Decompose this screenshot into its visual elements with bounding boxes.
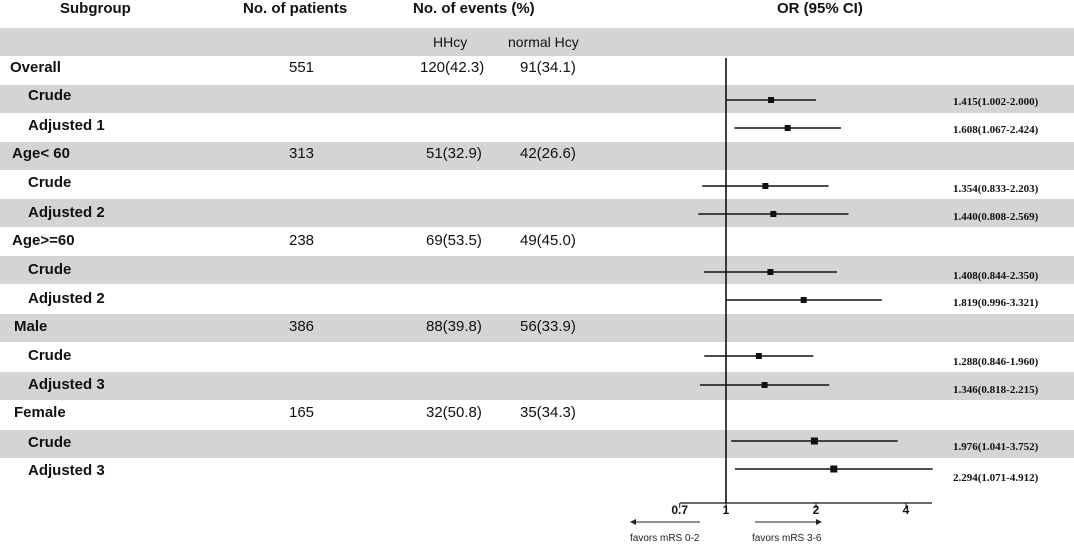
row-label-crude: Crude — [28, 174, 72, 191]
ci-text-overall-adjusted: 1.608(1.067-2.424) — [953, 124, 1039, 136]
shade-band — [0, 199, 1074, 227]
row-label-crude: Crude — [28, 87, 72, 104]
hhcy-overall: 120(42.3) — [420, 59, 485, 76]
ci-text-female-crude: 1.976(1.041-3.752) — [953, 441, 1039, 453]
x-tick-label: 1 — [723, 503, 730, 517]
x-tick-label: 0.7 — [671, 503, 688, 517]
shade-band — [0, 142, 1074, 170]
point-estimate — [755, 353, 762, 359]
row-label-overall: Overall — [10, 59, 61, 76]
row-label-adjusted: Adjusted 3 — [28, 462, 105, 479]
row-label-crude: Crude — [28, 434, 72, 451]
favors-left-arrowhead — [630, 519, 636, 525]
row-label-adjusted: Adjusted 3 — [28, 376, 105, 393]
row-label-age-under-60: Age< 60 — [12, 145, 70, 162]
shade-band — [0, 314, 1074, 342]
patients-male: 386 — [289, 318, 315, 335]
ci-text-age-60-plus-crude: 1.408(0.844-2.350) — [953, 270, 1039, 282]
row-label-crude: Crude — [28, 261, 72, 278]
point-estimate — [810, 437, 818, 445]
subheader-normal-hcy: normal Hcy — [508, 34, 579, 50]
patients-age-under-60: 313 — [289, 145, 315, 162]
shade-band-header-sub — [0, 28, 1074, 56]
point-estimate — [762, 183, 769, 189]
hhcy-female: 32(50.8) — [426, 404, 482, 421]
hhcy-age-under-60: 51(32.9) — [426, 145, 482, 162]
ci-text-age-60-plus-adjusted: 1.819(0.996-3.321) — [953, 297, 1039, 309]
normal-hcy-age-60-plus: 49(45.0) — [520, 232, 576, 249]
point-estimate — [768, 97, 775, 103]
ci-text-male-adjusted: 1.346(0.818-2.215) — [953, 384, 1039, 396]
ci-text-age-under-60-crude: 1.354(0.833-2.203) — [953, 183, 1039, 195]
normal-hcy-female: 35(34.3) — [520, 404, 576, 421]
header-or: OR (95% CI) — [777, 0, 863, 17]
header-patients: No. of patients — [243, 0, 348, 17]
ci-text-female-adjusted: 2.294(1.071-4.912) — [953, 472, 1039, 484]
ci-text-male-crude: 1.288(0.846-1.960) — [953, 356, 1039, 368]
shade-band — [0, 430, 1074, 458]
favors-left-label: favors mRS 0-2 — [630, 533, 700, 544]
hhcy-age-60-plus: 69(53.5) — [426, 232, 482, 249]
point-estimate — [767, 269, 774, 275]
shade-band — [0, 256, 1074, 284]
favors-right-label: favors mRS 3-6 — [752, 533, 822, 544]
x-tick-label: 4 — [903, 503, 910, 517]
normal-hcy-overall: 91(34.1) — [520, 59, 576, 76]
subheader-hhcy: HHcy — [433, 34, 468, 50]
normal-hcy-male: 56(33.9) — [520, 318, 576, 335]
shade-band — [0, 372, 1074, 400]
favors-right-arrowhead — [816, 519, 822, 525]
point-estimate — [770, 211, 777, 217]
point-estimate — [800, 297, 807, 303]
row-label-male: Male — [14, 318, 48, 335]
row-label-crude: Crude — [28, 347, 72, 364]
patients-age-60-plus: 238 — [289, 232, 315, 249]
row-label-adjusted: Adjusted 2 — [28, 290, 105, 307]
patients-overall: 551 — [289, 59, 315, 76]
patients-female: 165 — [289, 404, 315, 421]
row-label-age-60-plus: Age>=60 — [12, 232, 75, 249]
row-label-female: Female — [14, 404, 66, 421]
point-estimate — [830, 465, 838, 473]
ci-text-overall-crude: 1.415(1.002-2.000) — [953, 96, 1039, 108]
header-events: No. of events (%) — [413, 0, 535, 17]
ci-text-age-under-60-adjusted: 1.440(0.808-2.569) — [953, 211, 1039, 223]
row-label-adjusted: Adjusted 1 — [28, 117, 105, 134]
hhcy-male: 88(39.8) — [426, 318, 482, 335]
normal-hcy-age-under-60: 42(26.6) — [520, 145, 576, 162]
point-estimate — [784, 125, 791, 131]
row-label-adjusted: Adjusted 2 — [28, 204, 105, 221]
x-tick-label: 2 — [813, 503, 820, 517]
shade-band — [0, 85, 1074, 113]
header-subgroup: Subgroup — [60, 0, 131, 17]
point-estimate — [761, 382, 768, 388]
